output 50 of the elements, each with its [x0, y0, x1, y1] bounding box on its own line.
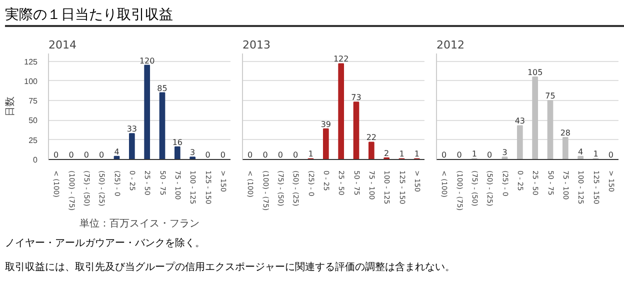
chart-title: 実際の１日当たり取引収益	[5, 6, 173, 25]
data-label: 0	[84, 150, 89, 160]
data-label: 1	[399, 150, 404, 159]
y-tick-label: 75	[28, 96, 38, 106]
data-label: 0	[608, 150, 614, 160]
data-label: 0	[487, 150, 492, 160]
data-label: 0	[248, 150, 253, 160]
y-tick-label: 125	[24, 57, 38, 66]
data-label: 0	[456, 150, 462, 160]
y-axis-title: 日数	[5, 96, 16, 116]
data-label: 43	[514, 116, 526, 126]
data-label: 0	[293, 150, 298, 160]
data-label: 1	[472, 150, 477, 159]
text: 取引収益には、取引先及び当グループの信用エクスポージャーに関連する評価の調整は含まれない。	[5, 261, 455, 275]
data-label: 0	[220, 150, 226, 160]
data-label: 1	[593, 150, 598, 159]
data-label: 0	[99, 150, 104, 160]
data-label: 0	[442, 150, 447, 160]
chart-subtitle: 2014	[48, 38, 76, 52]
data-label: 85	[157, 84, 168, 93]
data-label: 22	[366, 133, 377, 142]
data-label: 0	[262, 150, 268, 160]
text: ノイヤー・アールガウアー・バンクを除く。	[5, 237, 205, 251]
data-label: 28	[560, 128, 571, 138]
data-label: 122	[333, 54, 349, 64]
data-label: 4	[114, 147, 120, 156]
y-tick-label: 0	[33, 156, 38, 164]
data-label: 0	[278, 150, 283, 160]
y-tick-label: 100	[24, 76, 38, 86]
data-label: 4	[578, 147, 584, 156]
data-label: 3	[190, 148, 196, 158]
data-label: 3	[502, 148, 508, 158]
data-label: 1	[308, 150, 314, 159]
y-tick-label: 25	[28, 136, 38, 145]
chart-subtitle: 2012	[436, 38, 464, 52]
data-label: 0	[205, 150, 210, 160]
chart-subtitle: 2013	[242, 38, 270, 52]
data-label: 1	[414, 150, 420, 159]
data-label: 120	[139, 56, 155, 66]
data-label: 2	[384, 148, 390, 158]
data-label: 0	[68, 150, 74, 160]
data-label: 105	[527, 68, 543, 78]
data-label: 73	[351, 93, 362, 102]
y-tick-label: 50	[28, 116, 38, 126]
data-label: 0	[54, 150, 59, 160]
data-label: 16	[172, 138, 183, 147]
x-axis-title: 単位：百万スイス・フラン	[80, 218, 200, 230]
data-label: 33	[126, 124, 138, 134]
data-label: 39	[320, 120, 332, 129]
data-label: 75	[545, 92, 556, 101]
